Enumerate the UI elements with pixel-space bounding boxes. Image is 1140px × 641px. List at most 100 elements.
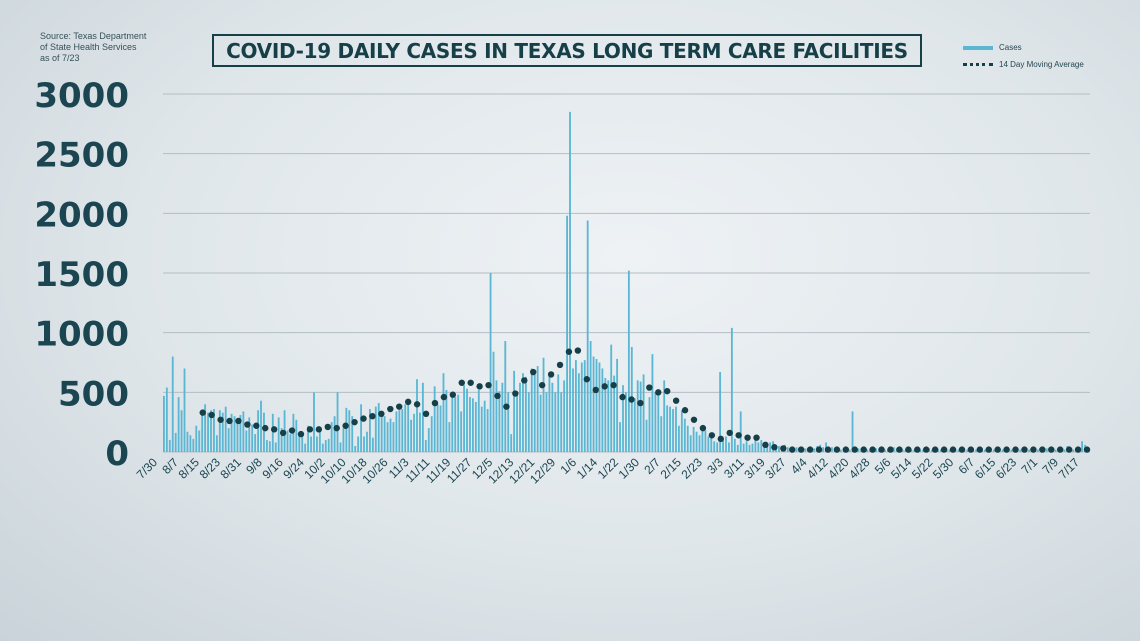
bar: [1081, 441, 1083, 452]
bar: [648, 397, 651, 452]
bar: [857, 448, 860, 452]
bar: [330, 422, 333, 452]
bar: [1019, 449, 1022, 452]
bar: [304, 443, 307, 452]
bar: [333, 416, 336, 452]
bar: [678, 425, 680, 452]
average-dot: [905, 446, 912, 453]
bar: [386, 422, 389, 452]
average-dot: [279, 429, 287, 437]
average-dot: [815, 446, 823, 453]
bar: [463, 385, 465, 452]
bar: [660, 416, 663, 452]
bar: [448, 422, 451, 452]
average-dot: [949, 446, 957, 453]
x-tick-label: 4/28: [846, 455, 873, 482]
bar: [892, 447, 895, 452]
x-tick-label: 4/12: [804, 455, 831, 482]
average-dot: [967, 446, 975, 453]
bar: [215, 435, 218, 452]
bar: [268, 441, 271, 452]
bar: [530, 368, 533, 452]
bar: [698, 435, 701, 452]
bar: [736, 444, 739, 452]
average-dot: [1039, 446, 1046, 453]
average-dot: [923, 446, 930, 453]
average-dot: [342, 422, 349, 429]
bar: [195, 425, 198, 452]
bar: [351, 416, 354, 452]
average-dot: [467, 379, 474, 386]
bar: [1010, 449, 1013, 452]
average-dot: [789, 446, 796, 453]
bar: [625, 392, 627, 452]
average-dot: [297, 430, 305, 438]
bar: [424, 440, 427, 452]
bar: [207, 412, 209, 452]
bar: [786, 447, 789, 452]
average-dot: [753, 434, 760, 441]
bar: [221, 412, 224, 452]
bar: [707, 436, 710, 452]
bar: [757, 442, 760, 452]
average-dot: [806, 446, 814, 453]
bar: [760, 440, 763, 452]
legend-label-average: 14 Day Moving Average: [999, 60, 1084, 69]
x-tick-label: 5/30: [930, 455, 957, 482]
bar: [357, 436, 360, 452]
bar: [286, 430, 289, 452]
bar: [1001, 449, 1004, 452]
bar: [645, 419, 648, 452]
bar: [589, 341, 592, 452]
average-dot: [663, 387, 671, 395]
x-tick-label: 7/1: [1019, 455, 1041, 477]
bar: [316, 436, 318, 452]
bar: [313, 392, 315, 452]
average-dot: [619, 393, 626, 401]
bar: [1037, 449, 1039, 452]
bar: [201, 411, 204, 452]
bar: [722, 440, 724, 452]
average-dot: [958, 446, 966, 453]
bar: [171, 356, 174, 452]
average-dot: [655, 389, 662, 396]
bar: [948, 449, 951, 452]
bar: [754, 437, 757, 452]
bar: [601, 368, 604, 452]
bar: [616, 358, 619, 452]
y-tick-label: 1500: [34, 255, 129, 295]
average-dot: [333, 424, 340, 432]
average-dot: [824, 446, 832, 453]
average-dot: [735, 432, 742, 439]
bar: [342, 428, 345, 452]
y-tick-label: 3000: [34, 76, 129, 116]
bar: [804, 448, 807, 452]
bar: [401, 409, 404, 452]
bar: [1072, 449, 1075, 452]
average-dot: [556, 361, 564, 369]
bar: [725, 436, 727, 452]
average-dot: [226, 417, 233, 425]
bar: [457, 394, 460, 452]
bar: [730, 327, 733, 452]
average-dot: [1057, 446, 1064, 453]
bar: [360, 404, 362, 452]
legend-swatch-bar-icon: [963, 45, 993, 50]
source-line: Source: Texas Department: [40, 31, 147, 41]
bar: [663, 380, 666, 452]
bar: [539, 394, 542, 452]
bar: [383, 416, 386, 452]
legend: Cases 14 Day Moving Average: [963, 39, 1084, 73]
bar: [795, 447, 798, 452]
average-dot: [985, 446, 992, 453]
bar: [504, 341, 507, 452]
bar: [483, 400, 486, 452]
average-dot: [1030, 446, 1037, 453]
bar: [439, 405, 442, 452]
bar: [472, 398, 474, 452]
bar: [813, 448, 816, 452]
bar: [778, 446, 780, 452]
bar: [336, 392, 339, 452]
average-dot: [431, 399, 439, 407]
bar: [610, 344, 613, 452]
